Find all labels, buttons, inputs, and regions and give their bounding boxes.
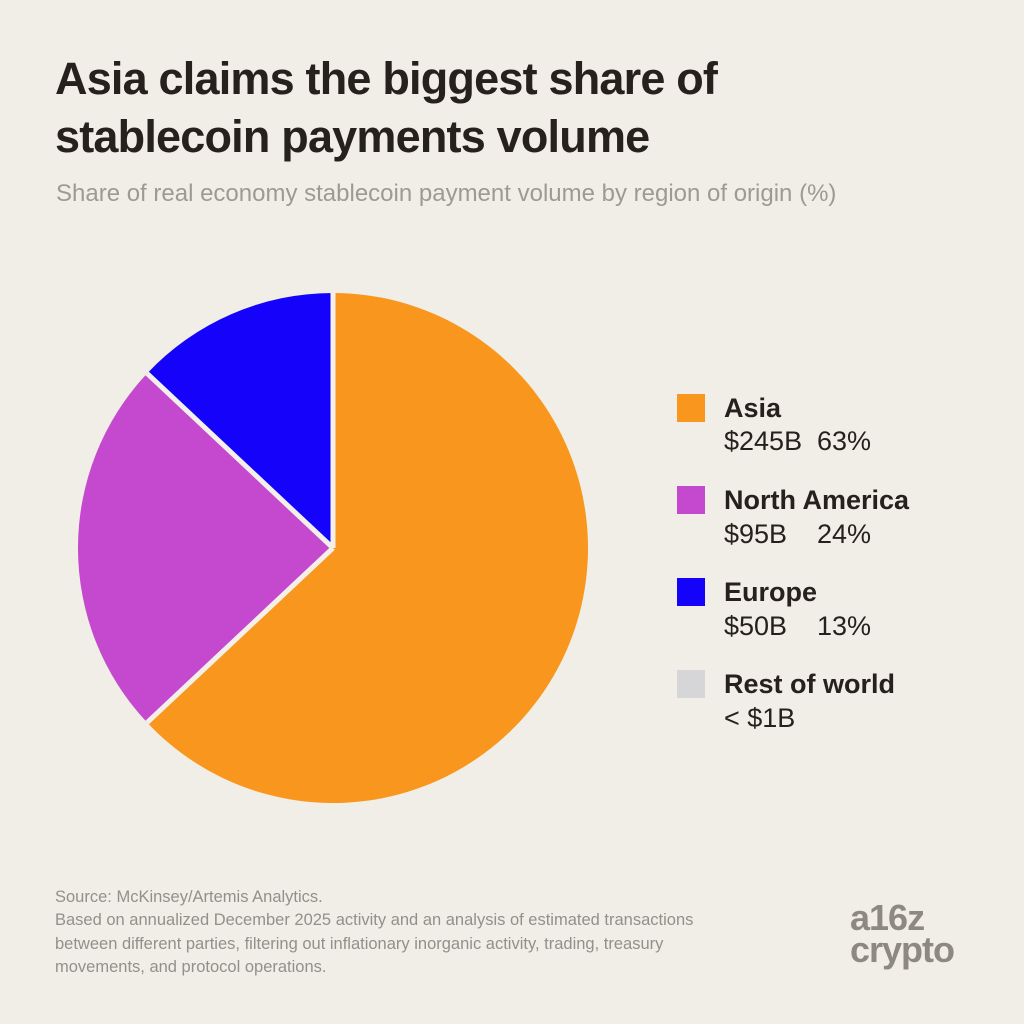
legend-amount: $50B — [724, 610, 788, 641]
legend-percent: 13% — [817, 610, 872, 641]
legend-values: < $1B — [724, 702, 895, 736]
logo-line-crypto: crypto — [850, 929, 955, 971]
legend-amount: $95B — [724, 518, 788, 549]
pie-slice-north-america — [77, 373, 333, 723]
legend: Asia $245B 63% North America $95B 24% Euro… — [677, 392, 909, 761]
legend-item-north-america: North America $95B 24% — [677, 484, 909, 551]
pie-chart — [77, 293, 588, 803]
pie-chart-svg — [77, 293, 588, 803]
source-note: Source: McKinsey/Artemis Analytics. Base… — [55, 888, 694, 977]
legend-percent: 63% — [817, 426, 872, 457]
legend-label: Rest of world — [724, 669, 896, 700]
legend-amount: < $1B — [724, 702, 796, 733]
pie-slice-separator — [145, 546, 335, 725]
pie-slice-europe — [147, 293, 333, 548]
legend-label: North America — [724, 485, 910, 516]
logo-line-a16z: a16z — [850, 897, 925, 938]
legend-swatch-north-america — [677, 486, 705, 515]
legend-label: Asia — [724, 393, 782, 423]
legend-swatch-rest-of-world — [677, 670, 705, 699]
legend-item-europe: Europe $50B 13% — [677, 576, 909, 643]
legend-swatch-europe — [677, 578, 705, 607]
legend-item-rest-of-world: Rest of world < $1B — [677, 668, 909, 735]
legend-amount: $245B — [724, 426, 803, 457]
legend-percent: 24% — [817, 518, 872, 549]
legend-swatch-asia — [677, 394, 705, 422]
legend-values: $50B 13% — [724, 610, 871, 644]
legend-label: Europe — [724, 577, 818, 608]
legend-values: $95B 24% — [724, 518, 909, 552]
legend-values: $245B 63% — [724, 425, 871, 459]
chart-title: Asia claims the biggest share of stablec… — [55, 53, 718, 162]
legend-item-asia: Asia $245B 63% — [677, 392, 909, 459]
chart-subtitle: Share of real economy stablecoin payment… — [56, 180, 837, 207]
pie-slice-separator — [145, 371, 335, 550]
a16z-crypto-logo: a16z crypto — [850, 897, 955, 971]
pie-slice-asia — [147, 293, 588, 803]
